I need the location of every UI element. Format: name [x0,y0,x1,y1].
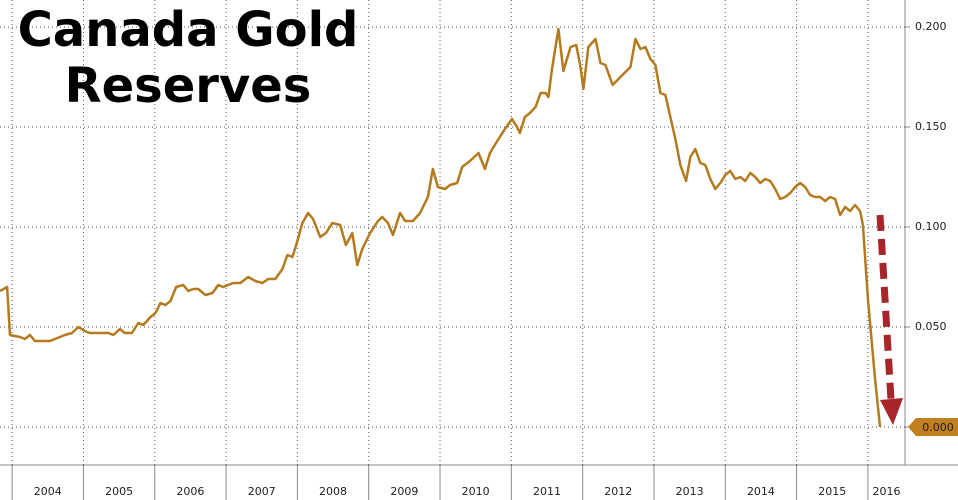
plot: 0.000 [0,27,958,436]
y-tick-label: 0.150 [915,120,947,133]
data-line [0,27,882,428]
x-tick-label: 2016 [872,485,900,498]
x-tick-label: 2004 [34,485,62,498]
arrow-head [880,398,903,425]
value-label-box [908,418,958,436]
x-tick-label: 2009 [390,485,418,498]
x-tick-label: 2006 [176,485,204,498]
x-tick-label: 2013 [676,485,704,498]
chart-title: Canada Gold Reserves [17,2,359,114]
x-tick-label: 2010 [462,485,490,498]
arrow-shaft [876,214,895,401]
x-tick-label: 2014 [747,485,775,498]
x-tick-label: 2012 [604,485,632,498]
x-tick-label: 2007 [248,485,276,498]
y-tick-label: 0.050 [915,320,947,333]
arrow-annotation [876,214,903,425]
x-tick-label: 2008 [319,485,347,498]
y-tick-label: 0.200 [915,20,947,33]
x-tick-label: 2015 [818,485,846,498]
value-label: 0.000 [922,421,954,434]
y-tick-label: 0.100 [915,220,947,233]
x-tick-label: 2011 [533,485,561,498]
x-tick-label: 2005 [105,485,133,498]
